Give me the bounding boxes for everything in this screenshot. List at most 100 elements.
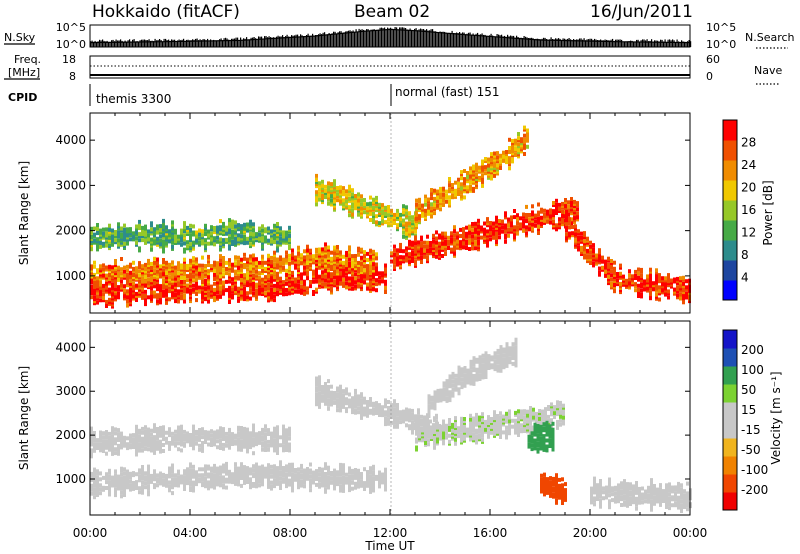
velocity-cell (147, 464, 150, 469)
noise-sky-bar (474, 34, 476, 47)
power-cell (180, 294, 183, 299)
power-cell (525, 213, 528, 217)
power-cell (186, 230, 189, 234)
noise-sky-bar (465, 34, 467, 47)
power-cell (375, 195, 378, 200)
velocity-cell (339, 462, 342, 467)
noise-sky-bar (327, 34, 329, 47)
power-cell (105, 273, 108, 278)
velocity-cell (297, 471, 300, 476)
power-cell (658, 273, 661, 278)
power-cell (574, 244, 577, 249)
power-cell (469, 166, 472, 171)
power-cell (375, 288, 378, 293)
velocity-cell (123, 471, 126, 476)
power-cell (366, 264, 369, 269)
power-cell (93, 226, 96, 231)
power-cell (570, 207, 573, 212)
noise-sky-bar (373, 29, 375, 47)
power-cell (576, 207, 579, 212)
power-cell (601, 265, 604, 270)
noise-sky-bar (289, 36, 291, 47)
noise-sky-bar (478, 34, 480, 47)
power-cell (345, 193, 348, 198)
velocity-cell (207, 472, 210, 477)
noise-sky-bar (114, 41, 116, 47)
power-cell (180, 263, 183, 268)
power-cell (372, 211, 375, 216)
power-cell (640, 282, 643, 287)
power-cell (447, 239, 450, 244)
power-cell (288, 233, 291, 238)
power-cell (111, 228, 114, 233)
power-cell (342, 192, 345, 197)
power-cell (321, 274, 324, 279)
power-cell (135, 240, 138, 245)
power-cell (129, 286, 132, 290)
noise-sky-bar (108, 42, 110, 47)
noise-sky-bar (357, 31, 359, 47)
power-cell (162, 289, 165, 294)
velocity-cell (180, 478, 183, 483)
velocity-cell (93, 473, 96, 478)
power-cell (195, 232, 198, 237)
noise-sky-bar (543, 37, 545, 47)
power-cell (132, 273, 135, 277)
power-cell (222, 240, 225, 245)
power-cell (252, 277, 255, 282)
power-cell (201, 229, 204, 234)
power-cell (336, 249, 339, 254)
power-cell (114, 234, 117, 239)
power-cell (186, 244, 189, 249)
power-cell (297, 266, 300, 271)
power-cell (375, 267, 378, 272)
velocity-cell (117, 438, 120, 442)
power-cell (213, 272, 216, 277)
power-cell (162, 249, 165, 254)
power-cell (270, 264, 273, 269)
noise-sky-bar (664, 39, 666, 47)
power-cell (282, 230, 285, 235)
power-cell (421, 213, 424, 218)
velocity-cell (144, 429, 147, 434)
power-cell (342, 271, 345, 276)
power-cell (114, 275, 117, 280)
power-cell (543, 208, 546, 213)
velocity-cell (189, 480, 192, 485)
noise-sky-bar (663, 41, 665, 47)
noise-sky-bar (600, 39, 602, 47)
power-cell (477, 239, 480, 244)
velocity-cell (138, 434, 141, 439)
velocity-cell (132, 481, 135, 485)
power-cell (339, 271, 342, 276)
power-cell (153, 269, 156, 273)
power-cell (90, 226, 93, 231)
noise-sky-bar (249, 39, 251, 47)
velocity-cell (126, 436, 129, 441)
power-cell (676, 289, 679, 294)
velocity-cell (282, 473, 285, 478)
power-cell (186, 283, 189, 288)
power-cell (312, 256, 315, 261)
power-cell (444, 243, 447, 248)
velocity-cell (312, 470, 315, 475)
power-cell (469, 180, 472, 185)
power-cell (418, 218, 421, 223)
power-cell (622, 278, 625, 283)
noise-sky-bar (559, 38, 561, 47)
power-cell (345, 250, 348, 255)
power-cell (336, 198, 339, 203)
power-cell (258, 260, 261, 265)
velocity-cell (129, 483, 132, 488)
power-cell (414, 253, 417, 258)
velocity-cell (198, 467, 201, 472)
power-cell (129, 237, 132, 242)
noise-sky-bar (580, 38, 582, 47)
power-cell (165, 235, 168, 240)
power-cell (357, 208, 360, 213)
noise-sky-bar (157, 39, 159, 47)
power-cell (114, 263, 117, 268)
power-cell (123, 265, 126, 270)
power-cell (537, 224, 540, 229)
power-cell (237, 255, 240, 260)
